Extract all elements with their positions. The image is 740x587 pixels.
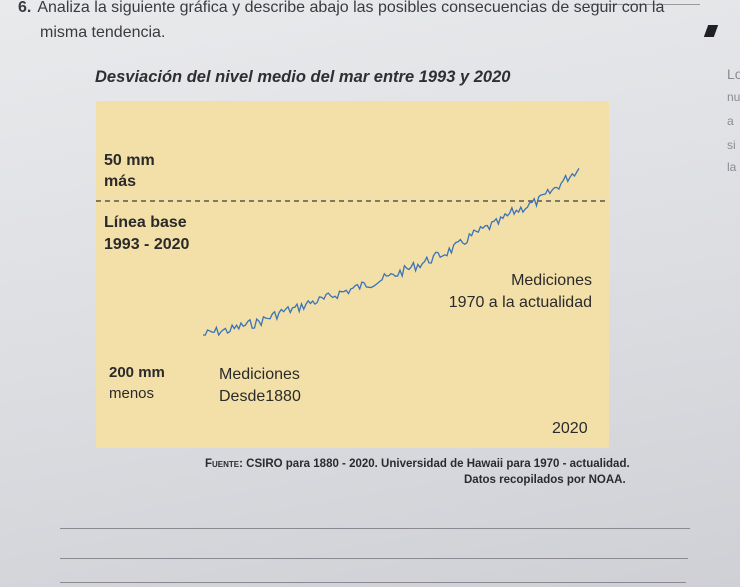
side-text-0: Lo <box>727 66 740 82</box>
answer-line-1[interactable] <box>60 528 690 529</box>
source-prefix: Fuente: <box>205 458 243 470</box>
chart-plot <box>96 168 609 337</box>
side-text-3: si <box>727 138 736 152</box>
top-rule <box>590 4 700 5</box>
label-meas-old-line1: Mediciones <box>219 366 300 383</box>
side-text-1: nu <box>727 90 740 104</box>
answer-line-2[interactable] <box>60 558 688 559</box>
label-measurements-1880: Mediciones Desde1880 <box>219 364 301 408</box>
label-meas-old-line2: Desde1880 <box>219 388 301 405</box>
label-meas-new-line2: 1970 a la actualidad <box>448 294 592 311</box>
label-200mm: 200 mm <box>109 364 165 381</box>
side-text-2: a <box>727 114 734 128</box>
label-less: menos <box>109 385 155 402</box>
label-end-year: 2020 <box>552 420 588 437</box>
chart-title: Desviación del nivel medio del mar entre… <box>95 68 511 86</box>
label-measurements-1970: Mediciones 1970 a la actualidad <box>432 270 592 314</box>
chart-source-2: Datos recopilados por NOAA. <box>464 474 626 486</box>
answer-line-3[interactable] <box>60 582 686 583</box>
source-text: CSIRO para 1880 - 2020. Universidad de H… <box>246 458 630 470</box>
question-text-line1: Analiza la siguiente gráfica y describe … <box>37 0 665 16</box>
side-text-4: la <box>727 160 737 174</box>
label-meas-new-line1: Mediciones <box>511 272 592 289</box>
question-number: 6. <box>18 0 32 16</box>
label-50mm-more: 50 mm más <box>104 150 155 192</box>
chart-area <box>96 101 609 448</box>
label-baseline: Línea base 1993 - 2020 <box>104 212 189 256</box>
margin-mark-icon <box>703 25 719 37</box>
label-baseline-line1: Línea base <box>104 214 187 231</box>
sea-level-series-line <box>202 168 580 337</box>
question-line-1: 6. Analiza la siguiente gráfica y describ… <box>18 0 708 18</box>
question-text-line2: misma tendencia. <box>40 24 166 41</box>
label-top-line2: más <box>104 173 137 190</box>
label-baseline-line2: 1993 - 2020 <box>104 236 190 253</box>
chart-source: Fuente: CSIRO para 1880 - 2020. Universi… <box>205 458 630 470</box>
label-top-line1: 50 mm <box>104 152 155 169</box>
